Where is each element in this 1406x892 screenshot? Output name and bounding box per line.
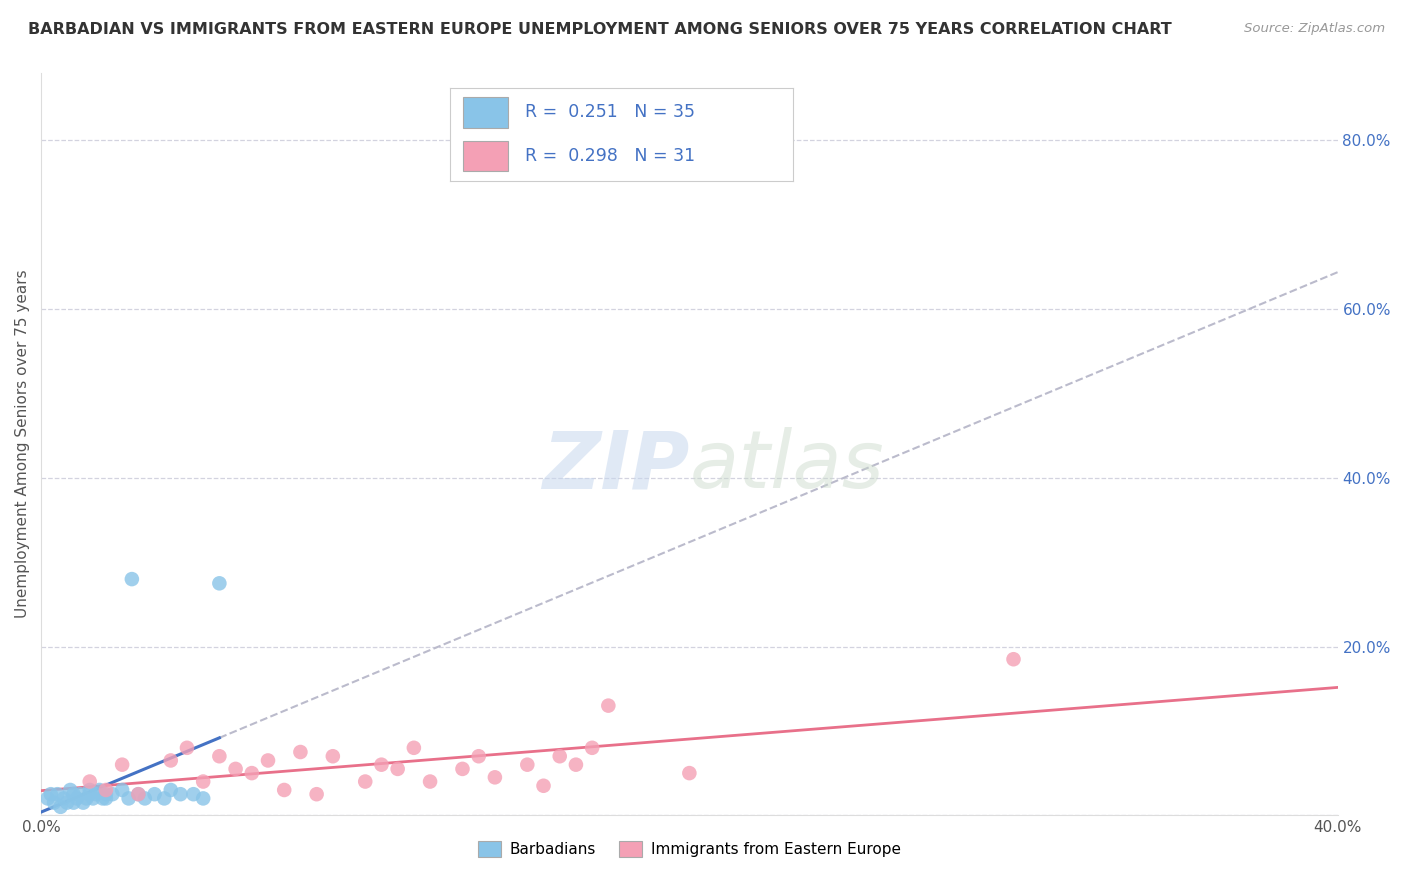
- Point: [101, 787, 124, 801]
- Point: [598, 698, 620, 713]
- Point: [208, 576, 231, 591]
- Point: [208, 749, 231, 764]
- Point: [46, 787, 69, 801]
- Point: [59, 783, 82, 797]
- Point: [69, 787, 91, 801]
- Point: [273, 783, 295, 797]
- Point: [52, 791, 75, 805]
- Point: [193, 791, 215, 805]
- Point: [66, 791, 89, 805]
- Point: [49, 800, 72, 814]
- Point: [42, 796, 65, 810]
- Point: [37, 791, 59, 805]
- Point: [153, 791, 176, 805]
- Point: [62, 796, 84, 810]
- Point: [94, 783, 117, 797]
- Point: [111, 757, 134, 772]
- Text: BARBADIAN VS IMMIGRANTS FROM EASTERN EUROPE UNEMPLOYMENT AMONG SENIORS OVER 75 Y: BARBADIAN VS IMMIGRANTS FROM EASTERN EUR…: [28, 22, 1171, 37]
- Point: [387, 762, 409, 776]
- Point: [290, 745, 312, 759]
- Text: Source: ZipAtlas.com: Source: ZipAtlas.com: [1244, 22, 1385, 36]
- Point: [79, 787, 101, 801]
- Point: [127, 787, 149, 801]
- Point: [91, 791, 114, 805]
- Point: [533, 779, 555, 793]
- Legend: Barbadians, Immigrants from Eastern Europe: Barbadians, Immigrants from Eastern Euro…: [471, 835, 907, 863]
- Point: [451, 762, 474, 776]
- Text: atlas: atlas: [689, 427, 884, 506]
- Point: [370, 757, 392, 772]
- Point: [322, 749, 344, 764]
- Text: ZIP: ZIP: [541, 427, 689, 506]
- Point: [76, 791, 98, 805]
- Point: [467, 749, 489, 764]
- Point: [134, 791, 156, 805]
- Point: [72, 796, 94, 810]
- Point: [193, 774, 215, 789]
- Point: [159, 783, 181, 797]
- Point: [484, 770, 506, 784]
- Point: [305, 787, 328, 801]
- Point: [354, 774, 377, 789]
- Point: [56, 796, 79, 810]
- Point: [62, 787, 84, 801]
- Point: [79, 783, 101, 797]
- Point: [169, 787, 191, 801]
- Point: [127, 787, 149, 801]
- Point: [565, 757, 588, 772]
- Point: [117, 791, 139, 805]
- Point: [516, 757, 538, 772]
- Point: [82, 791, 104, 805]
- Point: [111, 783, 134, 797]
- Point: [548, 749, 571, 764]
- Point: [84, 787, 107, 801]
- Point: [257, 754, 280, 768]
- Point: [176, 740, 198, 755]
- Point: [89, 783, 111, 797]
- Point: [79, 774, 101, 789]
- Point: [39, 787, 62, 801]
- Point: [121, 572, 143, 586]
- Point: [678, 766, 700, 780]
- Point: [419, 774, 441, 789]
- Point: [94, 791, 117, 805]
- Point: [1002, 652, 1025, 666]
- Point: [94, 787, 117, 801]
- Point: [159, 754, 181, 768]
- Point: [183, 787, 205, 801]
- Point: [581, 740, 603, 755]
- Point: [225, 762, 247, 776]
- Y-axis label: Unemployment Among Seniors over 75 years: Unemployment Among Seniors over 75 years: [15, 269, 30, 618]
- Point: [240, 766, 263, 780]
- Point: [402, 740, 425, 755]
- Point: [143, 787, 166, 801]
